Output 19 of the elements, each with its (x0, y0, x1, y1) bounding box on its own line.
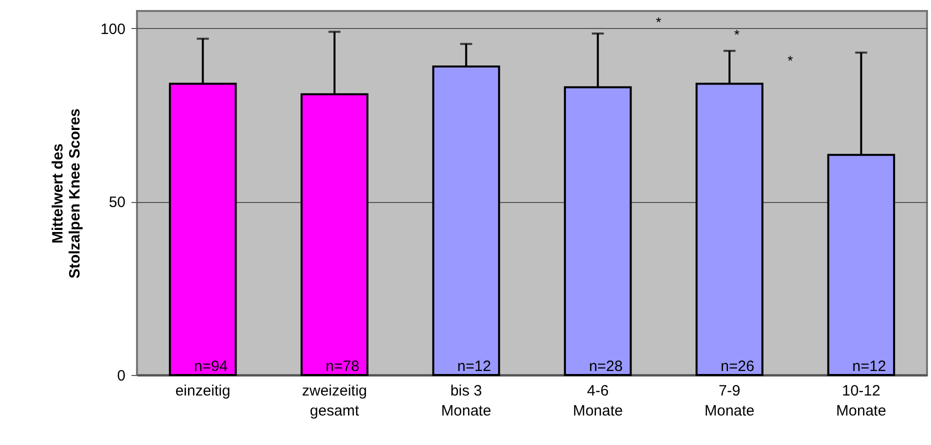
annotation: * (788, 52, 794, 68)
x-tick-label: zweizeitig gesamt (302, 382, 368, 420)
annotation: * (656, 14, 662, 30)
y-tick-label: 50 (108, 194, 126, 212)
annotation: n=94 (194, 358, 228, 375)
annotation: n=28 (588, 358, 623, 375)
x-tick-label: 7-9 Monate (704, 382, 755, 420)
x-tick-label: bis 3 Monate (441, 382, 492, 420)
annotation: * (734, 26, 740, 42)
annotation: n=26 (720, 358, 754, 375)
x-tick-label: einzeitig (175, 382, 230, 400)
y-tick-label: 0 (117, 368, 126, 384)
x-tick-label: 10-12 Monate (836, 382, 886, 420)
y-tick-label: 100 (100, 20, 126, 38)
annotation: n=12 (457, 358, 492, 375)
x-tick-label: 4-6 Monate (572, 382, 623, 420)
annotation: n=12 (852, 358, 886, 375)
annotation: n=78 (326, 358, 360, 375)
y-axis-title: Mittelwert des Stolzalpen Knee Scores (49, 108, 84, 279)
